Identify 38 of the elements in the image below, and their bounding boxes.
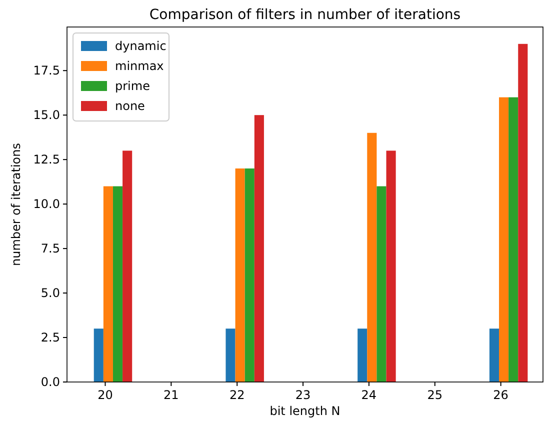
bar: [518, 44, 528, 382]
legend-label: none: [115, 99, 145, 113]
y-tick-label: 2.5: [40, 330, 60, 345]
x-tick-label: 21: [164, 388, 179, 402]
bar: [498, 97, 509, 382]
x-tick-label: 22: [229, 388, 245, 402]
bar: [103, 186, 113, 382]
bar: [358, 328, 368, 382]
x-tick-label: 26: [493, 388, 508, 402]
bar: [235, 168, 245, 382]
y-tick-label: 17.5: [33, 64, 60, 78]
bar: [244, 168, 254, 382]
y-tick-label: 0.0: [40, 375, 60, 389]
y-tick-label: 12.5: [33, 152, 60, 167]
x-tick-label: 20: [98, 388, 113, 402]
y-tick-label: 10.0: [33, 197, 60, 212]
legend-label: prime: [115, 79, 150, 93]
y-axis-title: number of iterations: [9, 143, 23, 266]
chart-title: Comparison of filters in number of iterations: [149, 7, 461, 23]
x-axis-title: bit length N: [270, 404, 340, 418]
y-tick-label: 7.5: [40, 242, 60, 256]
bar: [94, 328, 104, 382]
bar: [376, 186, 386, 382]
y-tick-label: 5.0: [40, 286, 60, 300]
bar: [489, 328, 499, 382]
bar: [254, 115, 264, 382]
bar: [508, 97, 518, 382]
bar: [367, 132, 377, 382]
y-tick-label: 15.0: [33, 108, 60, 122]
x-tick-label: 24: [361, 388, 377, 402]
legend-label: dynamic: [115, 39, 166, 53]
legend-label: minmax: [115, 59, 164, 73]
bar: [226, 328, 236, 382]
x-tick-label: 25: [427, 388, 443, 402]
x-tick-label: 23: [295, 388, 311, 402]
bar: [122, 150, 132, 382]
bar: [112, 186, 123, 382]
bar: [386, 150, 396, 382]
